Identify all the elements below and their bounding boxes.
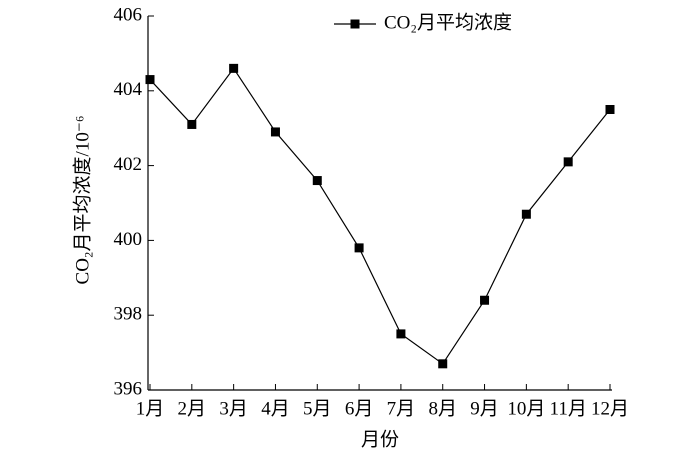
data-point <box>145 75 155 85</box>
legend-marker <box>350 19 360 29</box>
x-tick-label: 1月 <box>136 398 165 419</box>
y-tick-label: 400 <box>114 229 143 250</box>
x-axis-label: 月份 <box>361 428 399 450</box>
x-tick-label: 4月 <box>261 398 290 419</box>
x-tick-label: 6月 <box>345 398 374 419</box>
y-tick-label: 404 <box>114 79 143 100</box>
y-tick-label: 402 <box>114 154 143 175</box>
x-tick-label: 10月 <box>507 398 545 419</box>
x-tick-label: 9月 <box>470 398 499 419</box>
legend-label: CO₂月平均浓度 <box>384 11 512 33</box>
series-line <box>149 67 611 365</box>
data-point <box>187 119 197 129</box>
x-tick-label: 5月 <box>303 398 332 419</box>
data-point <box>521 209 531 219</box>
data-point <box>480 295 490 305</box>
data-point <box>438 359 448 369</box>
data-point <box>563 157 573 167</box>
y-tick-label: 398 <box>114 304 143 325</box>
x-tick-label: 12月 <box>591 398 629 419</box>
y-axis-label: CO₂月平均浓度/10⁻⁶ <box>71 116 93 285</box>
data-point <box>270 127 280 137</box>
x-tick-label: 2月 <box>178 398 207 419</box>
x-tick-label: 8月 <box>428 398 457 419</box>
x-tick-label: 3月 <box>219 398 248 419</box>
y-tick-label: 396 <box>114 378 143 399</box>
x-tick-label: 11月 <box>550 398 587 419</box>
data-point <box>354 243 364 253</box>
data-point <box>605 105 615 114</box>
y-tick-label: 406 <box>114 4 143 25</box>
data-point <box>396 329 406 339</box>
data-point <box>312 176 322 186</box>
data-point <box>229 63 239 73</box>
x-tick-label: 7月 <box>387 398 416 419</box>
